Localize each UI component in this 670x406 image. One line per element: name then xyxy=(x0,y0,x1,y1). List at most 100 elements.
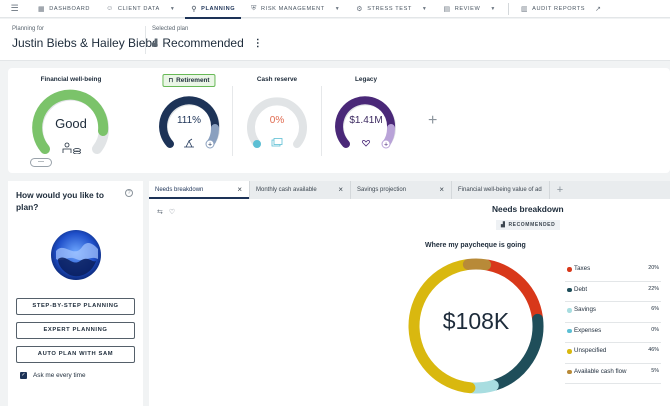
paycheque-donut-chart xyxy=(408,258,544,394)
nav-label: RISK MANAGEMENT xyxy=(261,5,325,12)
add-goal-button[interactable]: + xyxy=(428,112,438,129)
beach-chair-icon xyxy=(184,138,194,148)
add-tab-icon[interactable]: + xyxy=(556,184,564,196)
nav-review[interactable]: ▤ REVIEW ▼ xyxy=(435,0,503,18)
close-icon[interactable]: × xyxy=(338,185,343,194)
legend-value: 20% xyxy=(648,265,659,271)
favorite-heart-icon[interactable]: ♡ xyxy=(168,209,176,216)
ask-me-checkbox-row[interactable]: ✓ Ask me every time xyxy=(20,372,86,379)
tab-label: Savings projection xyxy=(357,187,407,193)
card-title: Cash reserve xyxy=(256,76,298,83)
header-divider xyxy=(145,26,146,54)
planning-mode-panel: How would you like to plan? ? STEP-BY-ST… xyxy=(8,181,143,406)
nav-audit-reports[interactable]: ▥ AUDIT REPORTS ↗ xyxy=(513,0,610,18)
wellbeing-gauge xyxy=(32,89,109,154)
wellbeing-value: Good xyxy=(55,116,87,131)
legend-swatch xyxy=(567,328,572,333)
dashboard-icon: ▦ xyxy=(38,5,46,13)
tab-monthly-cash-available[interactable]: Monthly cash available × xyxy=(250,181,351,199)
donut-legend: Taxes 20% Debt 22% Savings 6% Expenses 0% Unspec… xyxy=(565,261,661,384)
shield-icon: ⛨ xyxy=(251,4,258,12)
card-title: Financial well-being xyxy=(40,76,102,83)
card-legacy[interactable]: Legacy + $1.41M xyxy=(325,68,407,173)
svg-text:+: + xyxy=(384,142,388,149)
legend-row: Debt 22% xyxy=(565,282,661,302)
hamburger-icon[interactable]: ☰ xyxy=(10,3,20,13)
legend-label: Available cash flow xyxy=(574,367,627,375)
report-icon: ▥ xyxy=(520,5,529,13)
checkbox-label: Ask me every time xyxy=(33,372,86,379)
top-nav: ☰ ▦ DASHBOARD ☺ CLIENT DATA ▼ ⚲ PLANNING ⛨ RI… xyxy=(0,0,670,19)
kebab-menu-icon[interactable]: ⋮ xyxy=(252,37,263,49)
tab-label: Monthly cash available xyxy=(256,187,317,193)
view-tools: ⇆ ♡ xyxy=(157,208,175,216)
chip-label: Retirement xyxy=(176,77,210,84)
nav-stress-test[interactable]: ⚙ STRESS TEST ▼ xyxy=(348,0,435,18)
legend-row: Expenses 0% xyxy=(565,323,661,343)
lock-icon: ⊓ xyxy=(168,78,174,84)
badge-label: RECOMMENDED xyxy=(508,222,556,228)
card-divider xyxy=(232,86,233,156)
close-icon[interactable]: × xyxy=(439,185,444,194)
tab-needs-breakdown[interactable]: Needs breakdown × xyxy=(149,181,250,199)
card-title: Legacy xyxy=(354,76,378,83)
donut-slice-unspecified[interactable] xyxy=(408,259,476,394)
auto-plan-button[interactable]: AUTO PLAN WITH SAM xyxy=(16,346,135,363)
svg-text:+: + xyxy=(208,142,212,149)
selected-plan[interactable]: ▟ Recommended ⋮ xyxy=(152,36,263,50)
legend-label: Taxes xyxy=(574,265,591,272)
donut-slice-taxes[interactable] xyxy=(482,259,543,323)
legend-value: 46% xyxy=(648,347,659,353)
hands-heart-icon xyxy=(361,140,371,147)
legend-row: Taxes 20% xyxy=(565,261,661,282)
planning-icon: ⚲ xyxy=(191,5,198,13)
tab-label: Needs breakdown xyxy=(155,187,204,193)
selected-plan-name: Recommended xyxy=(162,36,244,50)
donut-slice-available-cash-flow[interactable] xyxy=(462,258,492,271)
legend-label: Expenses xyxy=(574,326,602,334)
expert-planning-button[interactable]: EXPERT PLANNING xyxy=(16,322,135,339)
tab-financial-wellbeing-value[interactable]: Financial well-being value of ad xyxy=(452,181,550,199)
step-by-step-planning-button[interactable]: STEP-BY-STEP PLANNING xyxy=(16,298,135,315)
help-icon[interactable]: ? xyxy=(125,189,133,197)
legend-swatch xyxy=(567,287,572,292)
goal-cards: Financial well-being Good — ⊓ Retirement … xyxy=(8,68,670,173)
legend-swatch xyxy=(567,369,572,374)
plan-icon: ▟ xyxy=(501,222,506,228)
donut-slice-savings[interactable] xyxy=(466,380,499,394)
donut-title: Where my paycheque is going xyxy=(425,242,526,249)
sam-assistant-orb xyxy=(51,230,101,280)
nav-planning[interactable]: ⚲ PLANNING xyxy=(183,0,243,19)
plan-icon: ▟ xyxy=(152,40,158,47)
nav-dashboard[interactable]: ▦ DASHBOARD xyxy=(30,0,98,18)
card-cash-reserve[interactable]: Cash reserve 0% xyxy=(236,68,318,173)
retirement-chip: ⊓ Retirement xyxy=(162,74,216,87)
legend-label: Savings xyxy=(574,306,597,313)
legacy-value: $1.41M xyxy=(349,115,383,126)
checkbox-checked-icon[interactable]: ✓ xyxy=(20,372,27,379)
card-retirement[interactable]: ⊓ Retirement + 111% xyxy=(149,68,229,173)
close-icon[interactable]: × xyxy=(237,185,242,194)
more-options-button[interactable]: — xyxy=(30,158,52,167)
compare-icon[interactable]: ⇆ xyxy=(157,209,163,216)
tab-savings-projection[interactable]: Savings projection × xyxy=(351,181,452,199)
needs-breakdown-title: Needs breakdown xyxy=(492,204,564,214)
tab-bar: Needs breakdown × Monthly cash available ×… xyxy=(149,181,670,199)
legend-swatch xyxy=(567,267,572,272)
nav-label: CLIENT DATA xyxy=(117,5,160,12)
selected-plan-label: Selected plan xyxy=(152,26,189,32)
nav-risk-management[interactable]: ⛨ RISK MANAGEMENT ▼ xyxy=(243,0,348,18)
card-divider xyxy=(321,86,322,156)
legend-value: 22% xyxy=(648,285,659,292)
nav-label: AUDIT REPORTS xyxy=(532,5,586,12)
cash-reserve-value: 0% xyxy=(269,115,285,126)
tab-label: Financial well-being value of ad xyxy=(458,187,542,193)
chevron-down-icon: ▼ xyxy=(421,5,428,12)
nav-client-data[interactable]: ☺ CLIENT DATA ▼ xyxy=(98,0,183,18)
card-financial-wellbeing[interactable]: Financial well-being Good — xyxy=(8,68,134,173)
people-icon: ☺ xyxy=(106,5,114,12)
review-icon: ▤ xyxy=(443,5,451,13)
donut-slice-debt[interactable] xyxy=(490,313,544,391)
nav-label: REVIEW xyxy=(454,5,481,12)
gear-icon: ⚙ xyxy=(356,5,364,13)
